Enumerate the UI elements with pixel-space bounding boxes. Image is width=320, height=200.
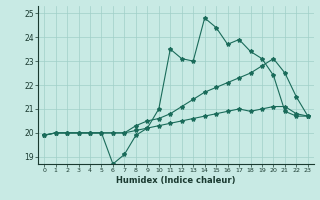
X-axis label: Humidex (Indice chaleur): Humidex (Indice chaleur) (116, 176, 236, 185)
